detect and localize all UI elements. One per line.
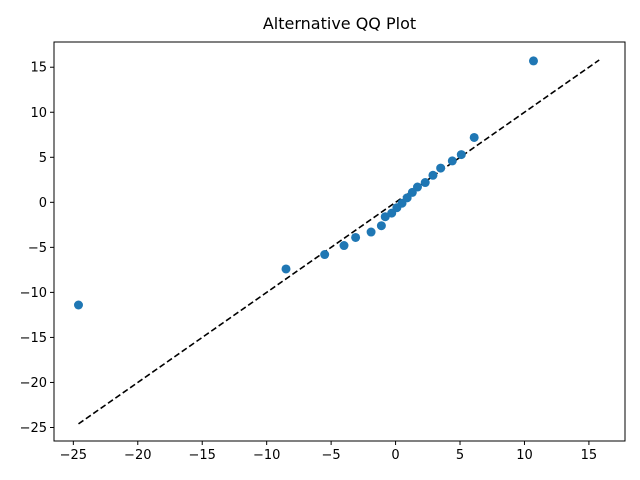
x-tick-label: −5: [322, 448, 341, 463]
data-point: [339, 241, 349, 251]
data-point: [376, 221, 386, 231]
x-tick-label: 0: [391, 448, 399, 463]
y-tick-label: −20: [20, 376, 47, 391]
data-point: [351, 232, 361, 242]
data-point: [73, 300, 83, 310]
y-tick-label: −5: [28, 241, 47, 256]
x-tick-label: −25: [60, 448, 87, 463]
data-point: [436, 163, 446, 173]
data-point: [456, 150, 466, 160]
x-tick-label: −10: [253, 448, 280, 463]
y-tick-label: 10: [30, 106, 47, 121]
x-tick-label: 15: [581, 448, 598, 463]
data-point: [469, 132, 479, 142]
y-axis-ticks: −25 −20 −15 −10 −5 0 5 10 15: [20, 61, 54, 436]
data-point: [528, 56, 538, 66]
y-tick-label: −25: [20, 421, 47, 436]
data-point: [281, 264, 291, 274]
y-tick-label: −10: [20, 286, 47, 301]
y-tick-label: 5: [39, 151, 47, 166]
plot-area-frame: [53, 41, 626, 442]
y-tick-label: −15: [20, 331, 47, 346]
reference-line: [78, 59, 600, 425]
data-point: [428, 170, 438, 180]
x-tick-label: −15: [189, 448, 216, 463]
data-point: [366, 227, 376, 237]
chart-title: Alternative QQ Plot: [263, 14, 416, 33]
data-point: [320, 250, 330, 260]
y-tick-label: 0: [39, 196, 47, 211]
data-point: [447, 156, 457, 166]
data-points: [73, 56, 538, 310]
x-tick-label: 10: [516, 448, 533, 463]
data-point: [420, 178, 430, 188]
y-tick-label: 15: [30, 61, 47, 76]
data-point: [412, 182, 422, 192]
x-tick-label: −20: [124, 448, 151, 463]
x-tick-label: 5: [456, 448, 464, 463]
x-axis-ticks: −25 −20 −15 −10 −5 0 5 10 15: [60, 441, 598, 463]
